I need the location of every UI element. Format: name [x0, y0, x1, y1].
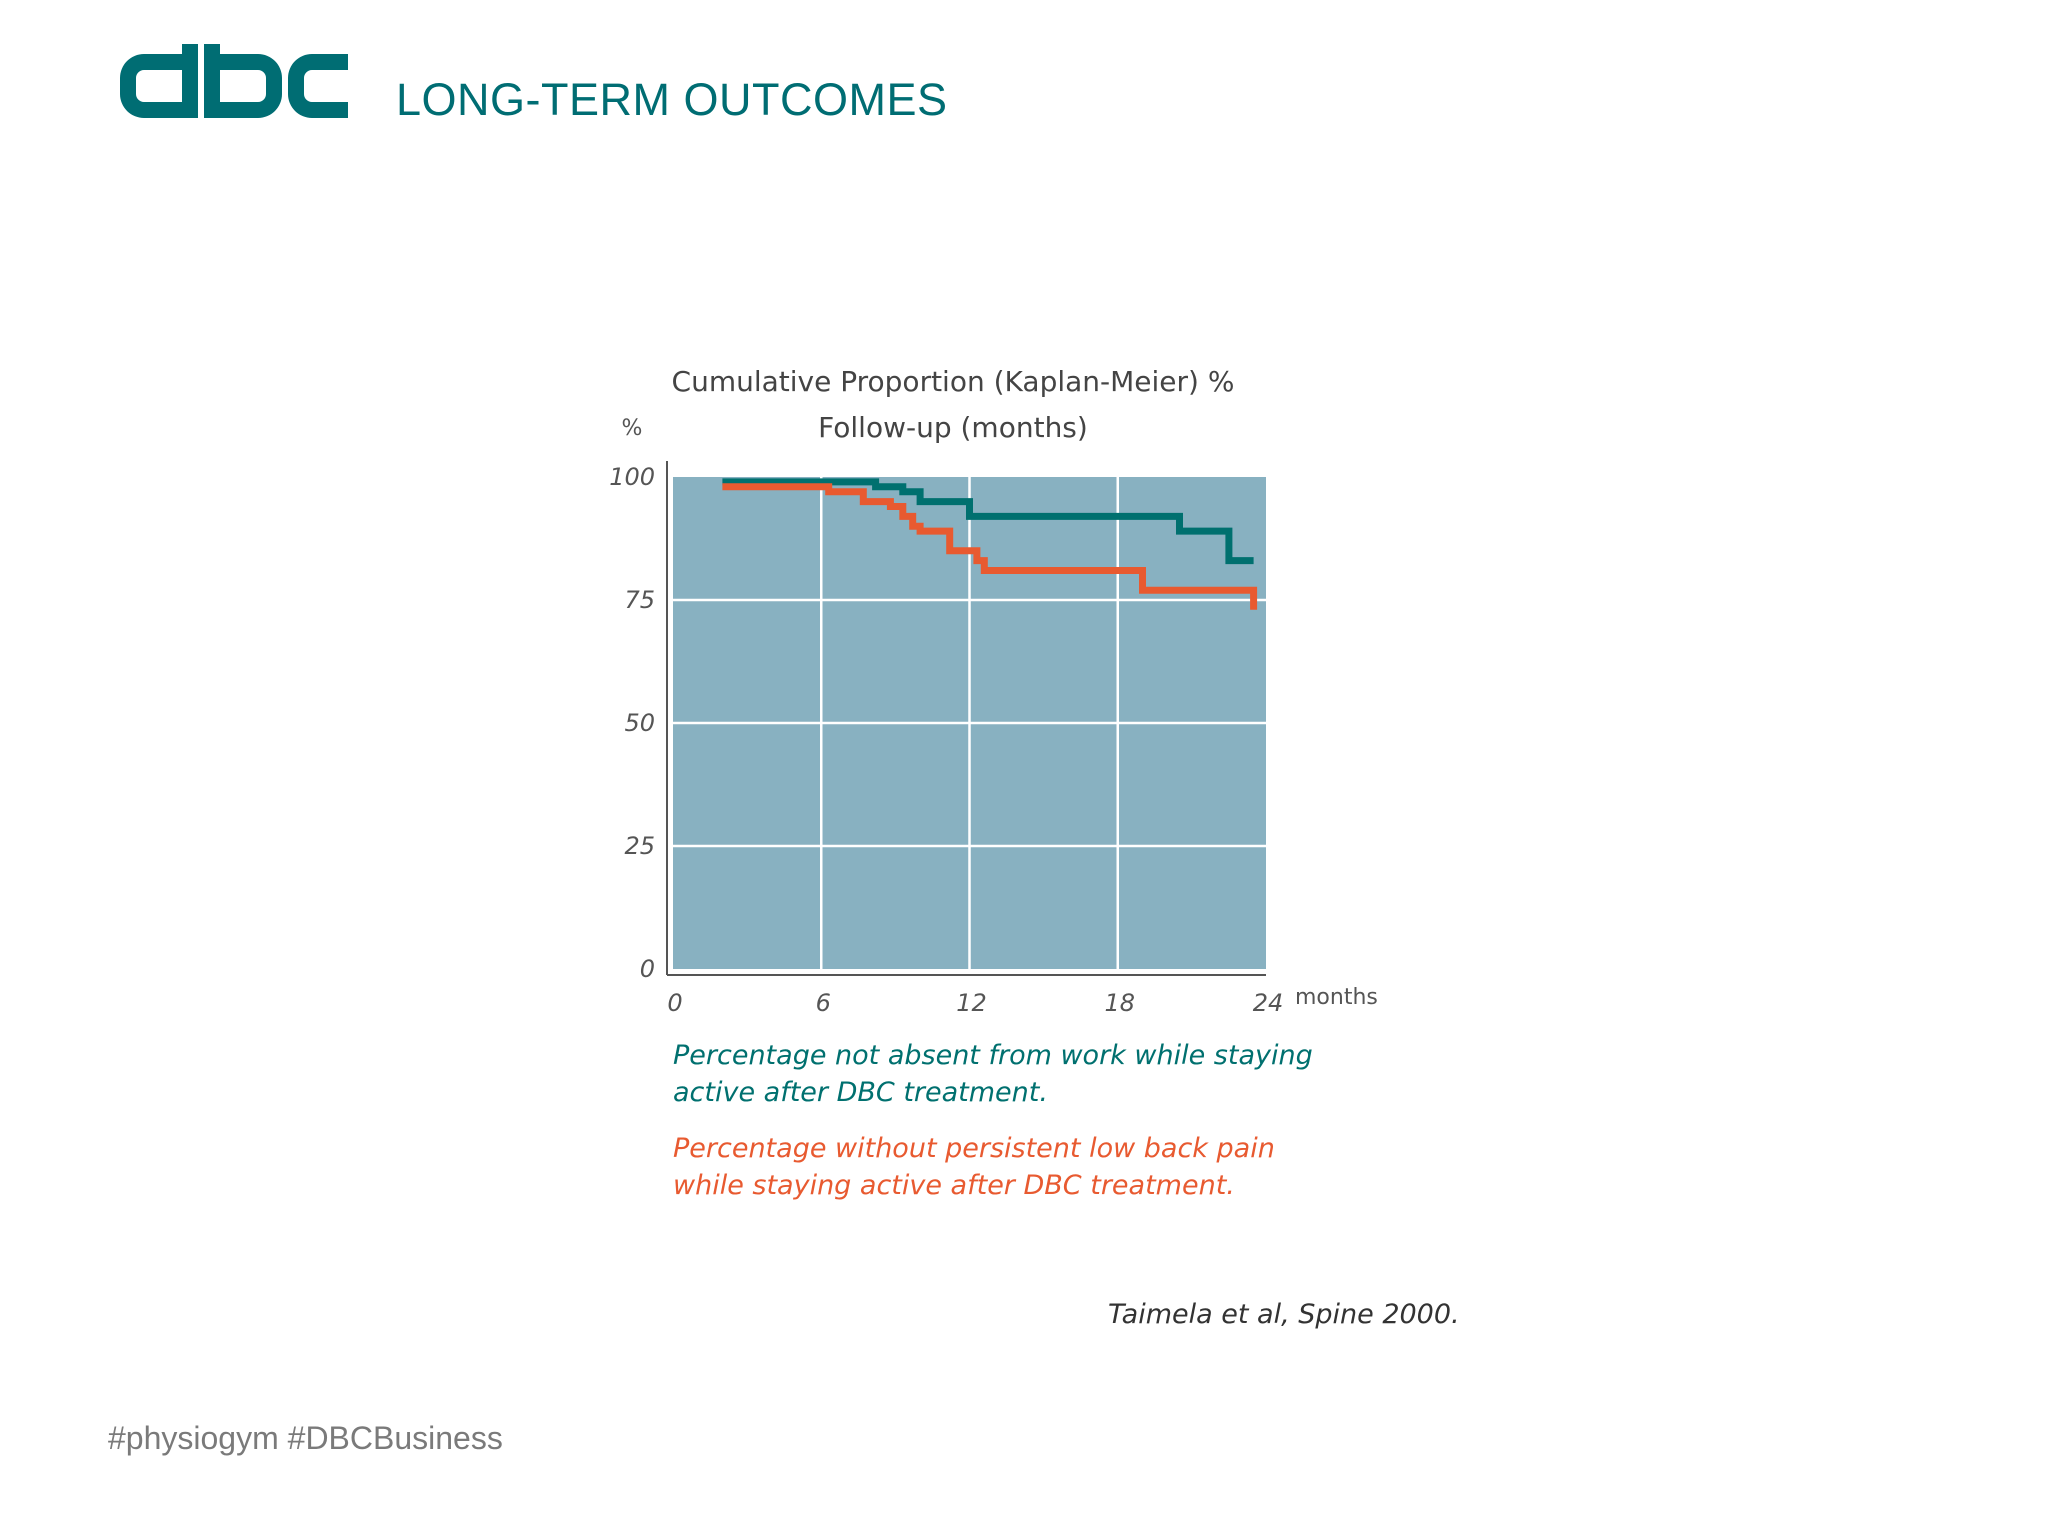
axes: [666, 461, 1266, 976]
grid-lines: [673, 477, 1266, 969]
series-line-pain: [722, 483, 1258, 610]
slide-title: LONG-TERM OUTCOMES: [396, 74, 948, 125]
x-tick-label: 6: [816, 989, 831, 1017]
x-tick-label: 12: [956, 989, 987, 1017]
series-line-work: [722, 478, 1254, 565]
x-tick-label: 18: [1104, 989, 1135, 1017]
citation: Taimela et al, Spine 2000.: [1108, 1299, 1460, 1330]
y-tick-label: 25: [624, 832, 655, 860]
y-tick-label: 75: [624, 586, 655, 614]
y-tick-label: 50: [624, 709, 655, 737]
dbc-logo: dbc: [120, 44, 348, 118]
x-axis-label: months: [1295, 985, 1378, 1010]
y-tick-label: 0: [640, 955, 655, 983]
series-lines: [722, 478, 1258, 610]
legend-pain-line2: while staying active after DBC treatment…: [673, 1170, 1235, 1201]
y-axis-label: %: [622, 416, 643, 441]
y-tick-label: 100: [609, 463, 655, 491]
x-tick-label: 0: [667, 989, 682, 1017]
chart-title-line2: Follow-up (months): [818, 411, 1088, 444]
footer-hashtags: #physiogym #DBCBusiness: [108, 1420, 503, 1456]
x-tick-label: 24: [1253, 989, 1284, 1017]
legend-pain-line1: Percentage without persistent low back p…: [673, 1133, 1275, 1164]
legend-work-line1: Percentage not absent from work while st…: [673, 1040, 1313, 1071]
y-tick-labels: 100 75 50 25 0: [609, 463, 655, 983]
x-tick-labels: 0 6 12 18 24: [667, 989, 1283, 1017]
legend-work-line2: active after DBC treatment.: [673, 1077, 1048, 1108]
chart-title-line1: Cumulative Proportion (Kaplan-Meier) %: [672, 365, 1235, 398]
kaplan-meier-chart: Cumulative Proportion (Kaplan-Meier) % F…: [609, 365, 1460, 1330]
